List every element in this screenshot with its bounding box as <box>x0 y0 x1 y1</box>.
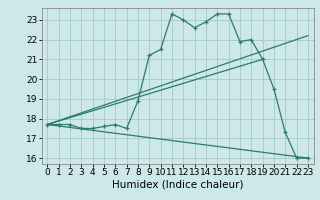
X-axis label: Humidex (Indice chaleur): Humidex (Indice chaleur) <box>112 180 243 190</box>
